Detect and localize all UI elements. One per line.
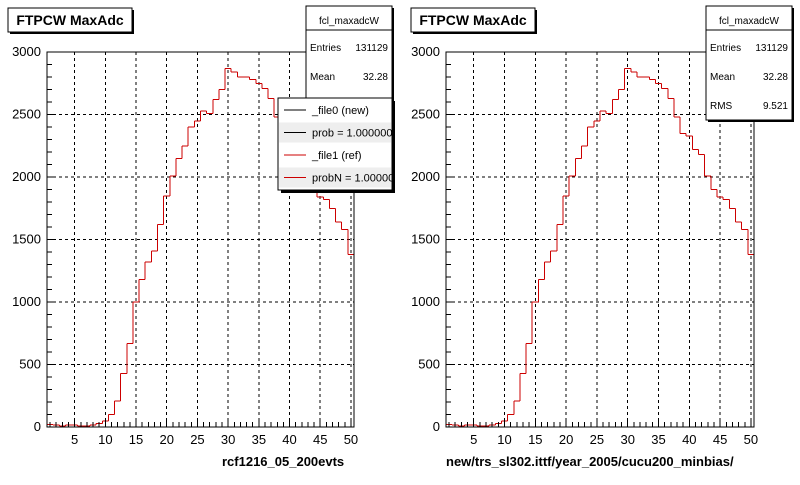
y-tick-label: 1000: [411, 294, 440, 309]
y-tick-label: 2000: [411, 169, 440, 184]
chart-title: FTPCW MaxAdc: [419, 12, 527, 28]
stats-value: 32.28: [763, 72, 788, 83]
legend-label: _file0 (new): [311, 105, 369, 117]
stats-value: 131129: [755, 43, 788, 54]
legend-label: prob = 1.000000: [312, 128, 392, 140]
footer-caption: new/trs_sl302.ittf/year_2005/cucu200_min…: [446, 454, 734, 469]
x-tick-label: 30: [620, 432, 634, 447]
legend-label: _file1 (ref): [311, 150, 362, 162]
stats-name: fcl_maxadcW: [719, 16, 780, 27]
y-tick-label: 3000: [411, 44, 440, 59]
stats-label: Entries: [310, 43, 341, 54]
legend-row-bg: [279, 167, 391, 188]
x-tick-label: 25: [590, 432, 604, 447]
x-tick-label: 25: [190, 432, 204, 447]
y-tick-label: 3000: [12, 44, 41, 59]
x-tick-label: 10: [98, 432, 112, 447]
x-tick-label: 35: [651, 432, 665, 447]
x-tick-label: 20: [559, 432, 573, 447]
x-tick-label: 30: [221, 432, 235, 447]
x-tick-label: 40: [282, 432, 296, 447]
stats-label: Mean: [310, 72, 335, 83]
x-tick-label: 45: [313, 432, 327, 447]
x-tick-label: 20: [159, 432, 173, 447]
y-tick-label: 1500: [411, 232, 440, 247]
stats-name: fcl_maxadcW: [319, 16, 380, 27]
y-tick-label: 500: [418, 357, 440, 372]
y-tick-label: 500: [19, 357, 41, 372]
left-panel: 5 10 15 20 25 30 35 40 45 50050010001500200025003…: [7, 5, 400, 469]
x-tick-label: 50: [744, 432, 758, 447]
y-tick-label: 0: [433, 419, 440, 434]
y-tick-label: 0: [34, 419, 41, 434]
x-tick-label: 10: [497, 432, 511, 447]
x-tick-label: 5: [470, 432, 477, 447]
title-box: [410, 7, 536, 33]
footer-caption: rcf1216_05_200evts: [222, 454, 344, 469]
x-tick-label: 5: [71, 432, 78, 447]
y-tick-label: 2500: [411, 107, 440, 122]
x-tick-label: 40: [682, 432, 696, 447]
x-tick-label: 15: [528, 432, 542, 447]
stats-label: Mean: [710, 72, 735, 83]
stats-value: 32.28: [363, 72, 388, 83]
x-tick-label: 15: [129, 432, 143, 447]
legend-row-bg: [279, 122, 391, 143]
y-tick-label: 1500: [12, 232, 41, 247]
stats-label: RMS: [710, 101, 733, 112]
title-box: [7, 7, 133, 33]
legend-entries: _file0 (new) prob = 1.000000 _file1 (ref) p…: [279, 105, 400, 188]
stats-box: [705, 5, 793, 121]
stats-label: Entries: [710, 43, 741, 54]
x-tick-label: 35: [252, 432, 266, 447]
chart-title: FTPCW MaxAdc: [16, 12, 124, 28]
stats-value: 131129: [355, 43, 388, 54]
x-tick-label: 45: [713, 432, 727, 447]
y-tick-label: 2500: [12, 107, 41, 122]
stats-value: 9.521: [763, 101, 788, 112]
right-panel: 5 10 15 20 25 30 35 40 45 50050010001500200025003…: [410, 5, 794, 469]
x-tick-label: 50: [344, 432, 358, 447]
y-tick-label: 2000: [12, 169, 41, 184]
y-tick-label: 1000: [12, 294, 41, 309]
legend-label: probN = 1.000000: [312, 173, 400, 185]
